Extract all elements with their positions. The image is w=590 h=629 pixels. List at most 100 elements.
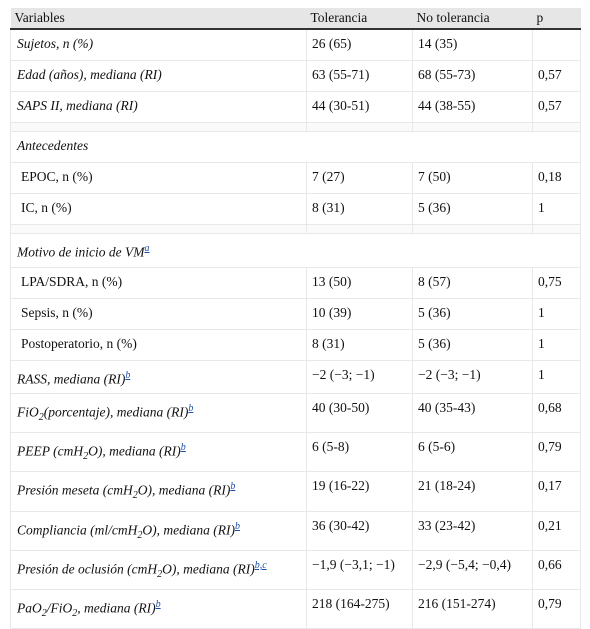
- spacer-row: [10, 122, 581, 132]
- value-cell: 63 (55-71): [306, 60, 413, 92]
- data-row: Presión meseta (cmH2O), mediana (RI)b 19 …: [10, 471, 581, 512]
- subscript: 2: [157, 568, 163, 580]
- footnote-link[interactable]: b: [180, 442, 186, 454]
- value-cell: 13 (50): [306, 266, 413, 299]
- p-value: 1: [532, 193, 581, 225]
- subscript: 2: [83, 451, 89, 463]
- spacer-cell: [306, 224, 413, 234]
- data-row: Sepsis, n (%) 10 (39) 5 (36) 1: [10, 297, 581, 330]
- footnote-ref: b: [156, 598, 161, 610]
- label-text: FiO: [17, 404, 39, 420]
- label-text: RASS, mediana (RI): [17, 371, 126, 386]
- footnote-link[interactable]: b: [230, 481, 236, 493]
- row-label: Sepsis, n (%): [10, 297, 307, 330]
- value-cell: 218 (164-275): [306, 588, 413, 629]
- value-cell: 5 (36): [412, 297, 533, 330]
- footnote-link[interactable]: a: [144, 243, 150, 254]
- data-row: Compliancia (ml/cmH2O), mediana (RI)b 36 …: [10, 510, 581, 551]
- value-cell: 14 (35): [412, 28, 533, 61]
- row-label: Antecedentes: [10, 131, 581, 163]
- subscript: 2: [132, 490, 138, 502]
- row-label: Presión de oclusión (cmH2O), mediana (RI…: [10, 549, 307, 590]
- value-cell: 5 (36): [412, 328, 533, 361]
- label-text: Postoperatorio, n (%): [21, 335, 137, 351]
- data-row: IC, n (%) 8 (31) 5 (36) 1: [10, 193, 581, 225]
- data-row: Presión de oclusión (cmH2O), mediana (RI…: [10, 549, 581, 590]
- value-cell: 8 (31): [306, 328, 413, 361]
- value-cell: 68 (55-73): [412, 60, 533, 92]
- data-table: Variables Tolerancia No tolerancia p Sujeto…: [10, 8, 581, 629]
- footnote-link[interactable]: b: [234, 520, 240, 532]
- label-text: Presión meseta (cmH: [17, 482, 133, 498]
- label-text: Antecedentes: [17, 138, 89, 153]
- footnote-link[interactable]: b: [188, 403, 194, 414]
- value-cell: 40 (30-50): [306, 392, 413, 434]
- p-value: 0,66: [532, 549, 581, 590]
- value-cell: 10 (39): [306, 297, 413, 330]
- footnote-link[interactable]: b: [125, 369, 131, 381]
- label-text: PEEP (cmH: [17, 443, 84, 459]
- value-cell: −2,9 (−5,4; −0,4): [412, 549, 533, 590]
- label-text: (porcentaje), mediana (RI): [43, 404, 189, 420]
- label-text: EPOC, n (%): [21, 169, 93, 184]
- footnote-ref: b: [188, 402, 193, 414]
- data-row: Edad (años), mediana (RI) 63 (55-71) 68 (5…: [10, 60, 581, 92]
- value-cell: 7 (50): [412, 162, 533, 194]
- value-cell: 44 (38-55): [412, 91, 533, 123]
- spacer-cell: [412, 224, 533, 234]
- value-cell: 36 (30-42): [306, 510, 413, 551]
- data-row: RASS, mediana (RI)b −2 (−3; −1) −2 (−3; −1…: [10, 359, 581, 394]
- data-row: LPA/SDRA, n (%) 13 (50) 8 (57) 0,75: [10, 266, 581, 299]
- p-value: 0,57: [532, 60, 581, 92]
- label-text: , mediana (RI): [77, 600, 156, 616]
- spacer-cell: [306, 122, 413, 132]
- row-label: Motivo de inicio de VMa: [10, 233, 581, 268]
- footnote-link[interactable]: b: [155, 598, 161, 610]
- data-row: PEEP (cmH2O), mediana (RI)b 6 (5-8) 6 (5-6…: [10, 432, 581, 473]
- label-text: LPA/SDRA, n (%): [21, 273, 123, 289]
- label-text: Motivo de inicio de VM: [17, 244, 145, 260]
- p-value: 0,68: [532, 392, 581, 434]
- p-value: [532, 28, 581, 61]
- p-value: 0,17: [532, 471, 581, 512]
- data-row: SAPS II, mediana (RI) 44 (30-51) 44 (38-55…: [10, 91, 581, 123]
- footnote-ref: b: [230, 480, 235, 492]
- row-label: EPOC, n (%): [10, 162, 307, 194]
- page-body: Variables Tolerancia No tolerancia p Sujeto…: [10, 8, 581, 629]
- column-header: p: [532, 8, 581, 30]
- label-text: Presión de oclusión (cmH: [17, 561, 158, 577]
- section-row: Motivo de inicio de VMa: [10, 233, 581, 268]
- value-cell: 33 (23-42): [412, 510, 533, 551]
- p-value: 1: [532, 297, 581, 330]
- value-cell: 19 (16-22): [306, 471, 413, 512]
- value-cell: −1,9 (−3,1; −1): [306, 549, 413, 590]
- column-header: Tolerancia: [306, 8, 413, 30]
- value-cell: −2 (−3; −1): [412, 359, 533, 394]
- p-value: 1: [532, 359, 581, 394]
- p-value: 0,18: [532, 162, 581, 194]
- row-label: RASS, mediana (RI)b: [10, 359, 307, 394]
- subscript: 2: [137, 529, 143, 541]
- value-cell: 26 (65): [306, 28, 413, 61]
- column-header: No tolerancia: [412, 8, 533, 30]
- p-value: 1: [532, 328, 581, 361]
- footnote-ref: b,c: [255, 559, 267, 571]
- footnote-link[interactable]: b,c: [254, 559, 267, 571]
- spacer-row: [10, 224, 581, 234]
- data-row: Postoperatorio, n (%) 8 (31) 5 (36) 1: [10, 328, 581, 361]
- row-label: Compliancia (ml/cmH2O), mediana (RI)b: [10, 510, 307, 551]
- value-cell: 216 (151-274): [412, 588, 533, 629]
- label-text: PaO: [17, 600, 42, 616]
- data-row: PaO2/FiO2, mediana (RI)b 218 (164-275) 216…: [10, 588, 581, 629]
- footnote-ref: b: [235, 520, 240, 532]
- value-cell: 8 (31): [306, 193, 413, 225]
- label-text: SAPS II, mediana (RI): [17, 98, 138, 113]
- label-text: /FiO: [46, 600, 73, 616]
- label-text: Sepsis, n (%): [21, 304, 93, 320]
- label-text: IC, n (%): [21, 200, 72, 215]
- p-value: 0,79: [532, 588, 581, 629]
- header-row: Variables Tolerancia No tolerancia p: [10, 8, 581, 30]
- row-label: SAPS II, mediana (RI): [10, 91, 307, 123]
- spacer-cell: [10, 122, 307, 132]
- section-row: Antecedentes: [10, 131, 581, 163]
